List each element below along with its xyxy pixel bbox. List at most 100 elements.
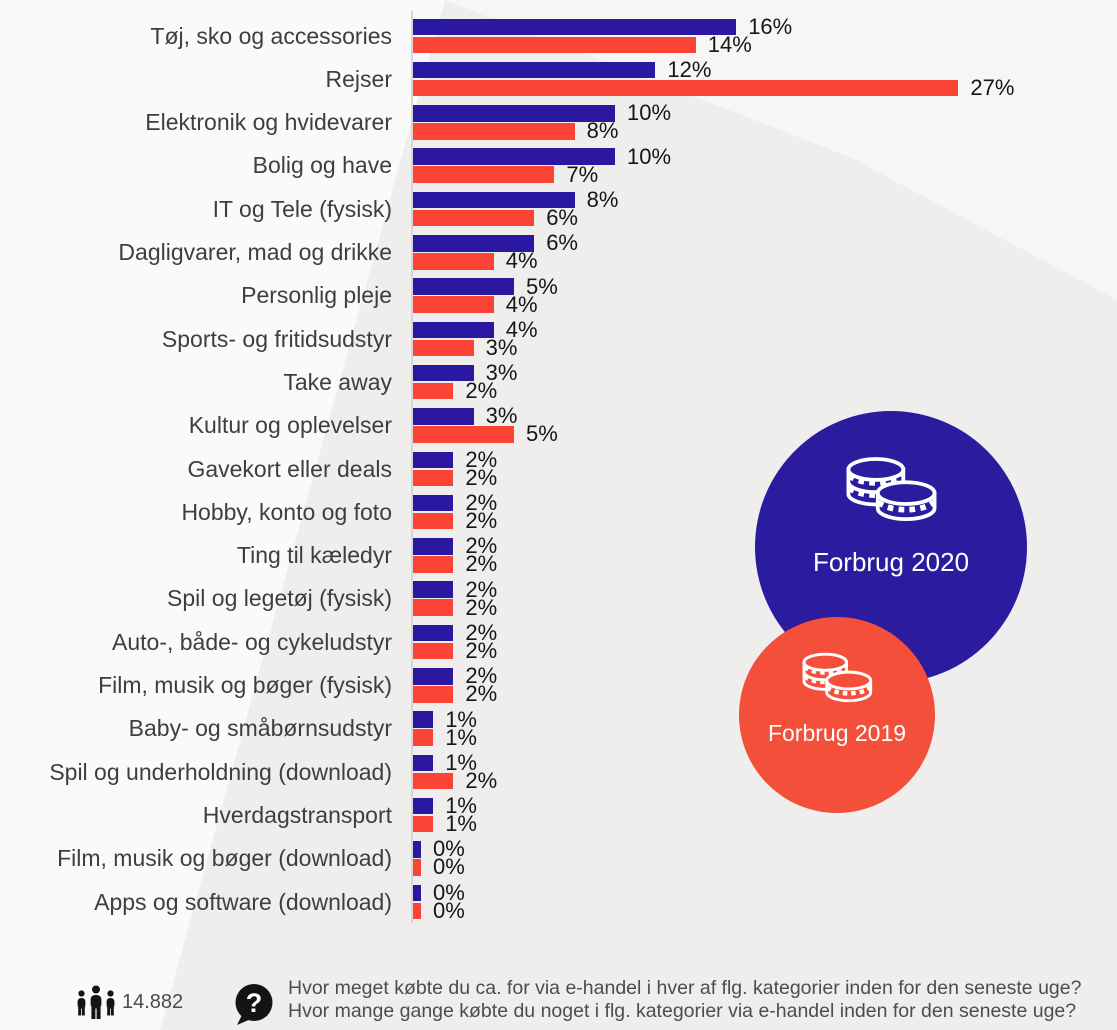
survey-question-2: Hvor mange gange købte du noget i flg. k… xyxy=(288,999,1077,1022)
category-row: Personlig pleje 5% 4% xyxy=(0,275,1020,319)
value-label: 1% xyxy=(445,749,477,775)
bar-pair: 5% 4% xyxy=(413,275,1013,319)
value-label: 2% xyxy=(465,508,498,534)
bar-2020: 1% xyxy=(413,708,477,730)
category-label: Rejser xyxy=(325,65,392,92)
bar-2019: 1% xyxy=(413,813,477,835)
bar-2020: 2% xyxy=(413,621,497,643)
category-row: Kultur og oplevelser 3% 5% xyxy=(0,405,1020,449)
bar-2019: 6% xyxy=(413,206,578,228)
category-label: Kultur og oplevelser xyxy=(188,412,392,439)
bar-pair: 16% 14% xyxy=(413,15,1013,60)
value-label: 3% xyxy=(485,403,518,429)
bar-2020: 2% xyxy=(413,535,497,557)
value-label: 2% xyxy=(465,663,498,689)
value-label: 3% xyxy=(485,334,518,360)
bar-2019: 2% xyxy=(413,553,497,575)
bar-pair: 12% 27% xyxy=(413,59,1014,103)
category-row: Elektronik og hvidevarer 10% 8% xyxy=(0,102,1020,146)
bar-2020: 16% xyxy=(413,15,792,37)
survey-question-1: Hvor meget købte du ca. for via e-handel… xyxy=(288,977,1082,999)
bar-2019: 7% xyxy=(413,163,598,185)
value-label: 2% xyxy=(465,619,498,645)
category-row: Hverdagstransport 1% 1% xyxy=(0,795,1020,839)
category-label: Personlig pleje xyxy=(241,282,392,309)
value-label: 12% xyxy=(667,57,712,83)
bar-pair: 10% 7% xyxy=(413,145,1013,189)
value-label: 0% xyxy=(433,879,465,905)
bar-2020: 2% xyxy=(413,665,497,687)
value-label: 1% xyxy=(445,793,477,819)
value-label: 4% xyxy=(505,316,538,342)
value-label: 2% xyxy=(465,464,498,490)
survey-questions: Hvor meget købte du ca. for via e-handel… xyxy=(288,977,1113,1022)
bar-2020: 5% xyxy=(413,275,558,297)
value-label: 14% xyxy=(707,31,752,57)
category-row: Bolig og have 10% 7% xyxy=(0,145,1020,189)
category-row: Tøj, sko og accessories 16% 14% xyxy=(0,15,1020,60)
bar-2020: 0% xyxy=(413,838,465,860)
bar-pair: 10% 8% xyxy=(413,102,1013,146)
bar-pair: 3% 2% xyxy=(413,360,1013,406)
people-icon xyxy=(77,985,115,1019)
coins-icon xyxy=(838,455,944,535)
value-label: 8% xyxy=(586,186,619,212)
value-label: 4% xyxy=(505,291,538,317)
value-label: 10% xyxy=(627,143,672,169)
bar-2019: 5% xyxy=(413,423,558,445)
bar-2020: 12% xyxy=(413,59,711,81)
category-row: Rejser 12% 27% xyxy=(0,59,1020,103)
bar-2020: 10% xyxy=(413,102,671,124)
category-row: Take away 3% 2% xyxy=(0,360,1020,406)
value-label: 1% xyxy=(445,724,477,750)
category-label: Film, musik og bøger (fysisk) xyxy=(98,672,392,698)
category-row: Film, musik og bøger (download) 0% 0% xyxy=(0,838,1020,882)
category-label: Spil og underholdning (download) xyxy=(49,758,392,785)
value-label: 5% xyxy=(526,273,558,299)
bar-2020: 4% xyxy=(413,318,538,340)
value-label: 2% xyxy=(465,637,498,663)
value-label: 2% xyxy=(465,594,498,620)
footer: 14.882 ? Hvor meget købte du ca. for via… xyxy=(0,960,1117,1030)
question-bubble-icon: ? xyxy=(235,984,273,1025)
bar-pair: 0% 0% xyxy=(413,879,1013,926)
legend-forbrug-2019: Forbrug 2019 xyxy=(739,617,935,813)
bar-2020: 10% xyxy=(413,145,671,167)
category-label: Tøj, sko og accessories xyxy=(150,22,392,49)
value-label: 1% xyxy=(445,811,477,837)
bar-2019: 8% xyxy=(413,120,618,142)
bar-2019: 2% xyxy=(413,639,497,661)
category-label: Dagligvarer, mad og drikke xyxy=(118,239,392,265)
category-label: Film, musik og bøger (download) xyxy=(57,845,392,872)
bar-2019: 2% xyxy=(413,510,497,532)
bar-2019: 27% xyxy=(413,77,1014,99)
legend-label-2020: Forbrug 2020 xyxy=(812,547,970,577)
category-label: Ting til kæledyr xyxy=(236,542,392,569)
category-row: Auto-, både- og cykeludstyr 2% 2% xyxy=(0,621,1020,666)
category-label: Take away xyxy=(283,368,392,395)
bar-pair: 2% 2% xyxy=(413,665,1013,709)
value-label: 0% xyxy=(433,854,465,880)
category-label: Spil og legetøj (fysisk) xyxy=(167,585,392,612)
category-label: Hobby, konto og foto xyxy=(181,498,392,525)
bar-pair: 8% 6% xyxy=(413,188,1013,233)
value-label: 2% xyxy=(465,551,498,577)
bar-pair: 1% 1% xyxy=(413,708,1013,752)
legend-label-2019: Forbrug 2019 xyxy=(767,720,907,746)
bar-2019: 0% xyxy=(413,899,465,921)
value-label: 2% xyxy=(465,576,498,602)
category-label: Sports- og fritidsudstyr xyxy=(161,325,392,352)
value-label: 6% xyxy=(546,204,578,230)
bar-2020: 3% xyxy=(413,405,517,427)
bar-2020: 8% xyxy=(413,188,618,210)
bar-pair: 1% 1% xyxy=(413,795,1013,839)
bar-2020: 1% xyxy=(413,795,477,817)
bar-pair: 2% 2% xyxy=(413,621,1013,666)
value-label: 3% xyxy=(485,360,518,386)
bar-pair: 3% 5% xyxy=(413,405,1013,449)
bar-2019: 14% xyxy=(413,33,752,55)
bar-pair: 0% 0% xyxy=(413,838,1013,882)
value-label: 10% xyxy=(627,100,672,126)
value-label: 2% xyxy=(465,533,498,559)
category-row: Spil og underholdning (download) 1% 2% xyxy=(0,749,1020,796)
